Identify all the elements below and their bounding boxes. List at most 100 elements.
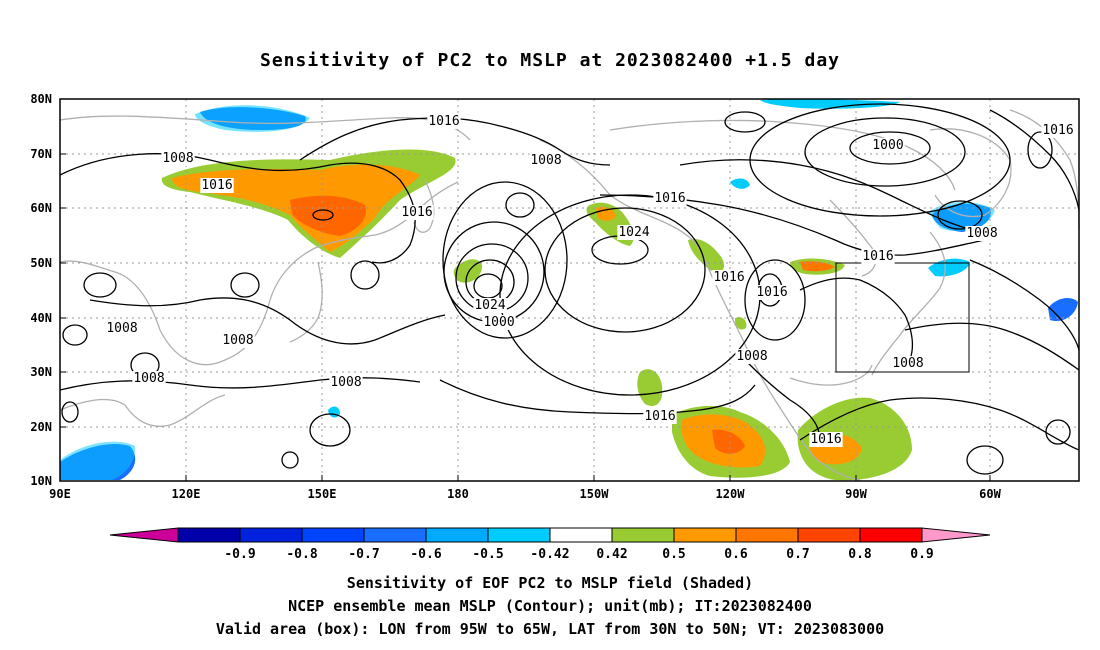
- contour-label: 1008: [222, 333, 253, 348]
- contour-small-12: [83, 272, 117, 298]
- contour-label: 1008: [736, 349, 767, 364]
- contour-label: 1016: [713, 270, 744, 285]
- colorbar-tick-label: 0.5: [662, 547, 685, 562]
- shade-cyan-seasia: [60, 441, 136, 480]
- lat-label: 50N: [30, 256, 52, 270]
- lon-label: 120E: [172, 487, 201, 501]
- lon-label: 90W: [845, 487, 867, 501]
- contour-label: 1016: [810, 432, 841, 447]
- map-frame: [59, 98, 1080, 482]
- lat-label: 20N: [30, 420, 52, 434]
- contour-na-1020: [744, 259, 806, 341]
- shade-blue-atlantic: [1048, 298, 1078, 322]
- lat-lon-grid: [60, 99, 1079, 481]
- colorbar-swatch: [177, 527, 241, 543]
- contour-1008-south: [59, 377, 421, 391]
- contour-1008-mexico: [739, 354, 821, 441]
- colorbar-swatch: [859, 527, 923, 543]
- coast-kamchatka: [413, 179, 435, 233]
- shade-deeporange-east-asia: [290, 195, 366, 236]
- contour-label: 1008: [162, 151, 193, 166]
- longitude-labels: 90E 120E 150E 180 150W 120W 90W 60W: [49, 475, 1002, 501]
- colorbar-tick-label: -0.5: [472, 547, 503, 562]
- shade-green-pnw: [688, 238, 725, 273]
- coast-japan: [289, 261, 323, 343]
- contour-1016-ne: [989, 109, 1080, 211]
- caption-line-2: NCEP ensemble mean MSLP (Contour); unit(…: [288, 597, 812, 615]
- valid-area-box: [835, 262, 970, 373]
- lat-label: 10N: [30, 474, 52, 488]
- coast-na-west: [704, 259, 861, 481]
- contour-polar-1004: [804, 117, 966, 187]
- contour-label: 1016: [644, 409, 675, 424]
- contour-greenland-low: [937, 200, 983, 230]
- lat-label: 40N: [30, 311, 52, 325]
- contour-label: 1000: [872, 138, 903, 153]
- coast-gulf: [789, 364, 873, 386]
- contour-label: 1008: [106, 321, 137, 336]
- shade-orange-midwest: [800, 261, 835, 272]
- colorbar-tick-label: 0.6: [724, 547, 748, 562]
- contour-high-1020: [544, 207, 706, 333]
- lon-label: 180: [447, 487, 469, 501]
- colorbar-swatch: [487, 527, 551, 543]
- shade-cyan-north: [760, 99, 900, 109]
- contour-small-8: [966, 445, 1004, 475]
- lon-label: 150E: [308, 487, 337, 501]
- contour-1016-east: [969, 259, 1080, 351]
- lon-label: 90E: [49, 487, 71, 501]
- colorbar-swatch: [797, 527, 861, 543]
- latitude-labels: 80N 70N 60N 50N 40N 30N 20N 10N: [30, 92, 66, 488]
- contour-small-7: [1045, 419, 1071, 445]
- contour-1016-atl: [904, 322, 1080, 371]
- contour-small-9: [1027, 131, 1053, 169]
- contour-polar-1000: [849, 131, 931, 165]
- contour-label: 1016: [201, 178, 232, 193]
- coast-greenland: [929, 128, 1012, 218]
- contour-label: 1000: [483, 315, 514, 330]
- shade-cyan-labrador: [928, 258, 970, 277]
- colorbar-tick-label: -0.7: [348, 547, 379, 562]
- shade-green-baja: [734, 317, 747, 330]
- contour-label: 1016: [428, 114, 459, 129]
- contour-small-6: [281, 451, 299, 469]
- shade-deeporange-mexico-w: [712, 429, 745, 454]
- colorbar-tick-label: 0.9: [910, 547, 933, 562]
- shade-green-epac: [637, 369, 663, 406]
- coast-asia-south: [59, 394, 226, 427]
- contour-small-11: [61, 401, 79, 423]
- coast-na-arctic: [609, 119, 956, 191]
- colorbar-tick-label: 0.7: [786, 547, 809, 562]
- colorbar-tick-label: 0.8: [848, 547, 872, 562]
- contour-1016-north: [299, 117, 611, 166]
- colorbar-tick-label: 0.42: [596, 547, 627, 562]
- colorbar-tick-label: -0.42: [530, 547, 569, 562]
- contour-label: 1016: [1042, 123, 1073, 138]
- contour-low-nw: [505, 192, 535, 218]
- lat-label: 60N: [30, 201, 52, 215]
- lon-label: 60W: [979, 487, 1001, 501]
- contour-1016-subtrop: [439, 379, 756, 415]
- coast-asia-east: [59, 181, 459, 366]
- colorbar-swatch: [611, 527, 675, 543]
- contour-label: 1024: [618, 225, 649, 240]
- lat-label: 70N: [30, 147, 52, 161]
- colorbar-high-triangle: [921, 527, 991, 543]
- caption-line-3: Valid area (box): LON from 95W to 65W, L…: [215, 620, 885, 638]
- colorbar-swatch: [239, 527, 303, 543]
- contour-label: 1016: [862, 249, 893, 264]
- colorbar-low-triangle: [109, 527, 179, 543]
- contour-1016-caribbean: [799, 397, 1080, 451]
- contour-small-2: [312, 209, 334, 221]
- contour-label: 1008: [530, 153, 561, 168]
- shaded-sensitivity: [60, 99, 1078, 481]
- lat-label: 30N: [30, 365, 52, 379]
- colorbar-tick-label: -0.8: [286, 547, 317, 562]
- contour-small-5: [309, 413, 351, 447]
- colorbar-tick-label: -0.9: [224, 547, 255, 562]
- contour-label: 1016: [756, 285, 787, 300]
- lon-label: 120W: [716, 487, 746, 501]
- colorbar-swatch: [735, 527, 799, 543]
- contour-label: 1024: [474, 298, 505, 313]
